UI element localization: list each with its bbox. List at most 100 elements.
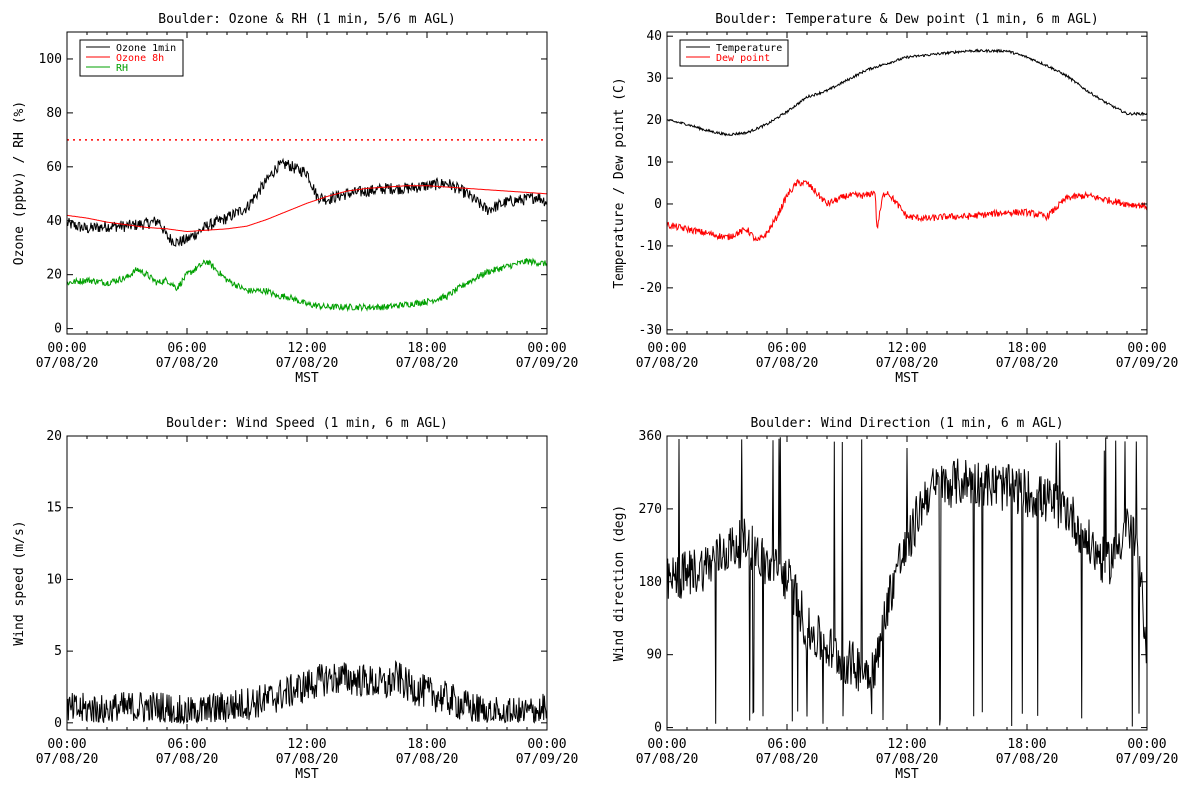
wdir-xtick-time: 18:00 — [1007, 737, 1046, 752]
wspd-xtick-time: 00:00 — [47, 737, 86, 752]
ozone-xlabel: MST — [295, 371, 319, 386]
temp-ytick-label: 0 — [654, 197, 662, 212]
wspd-xtick-date: 07/08/20 — [36, 752, 99, 767]
wdir-ytick-label: 180 — [639, 575, 662, 590]
temp-temperature-line — [667, 48, 1147, 137]
wspd-panel: Boulder: Wind Speed (1 min, 6 m AGL) 0 5 10… — [12, 416, 578, 782]
wspd-series-0-line — [67, 660, 547, 725]
wdir-ytick-label: 270 — [639, 502, 662, 517]
wdir-xtick-date: 07/08/20 — [996, 752, 1059, 767]
temp-xtick-time: 06:00 — [767, 341, 806, 356]
ozone-rh-line — [67, 257, 547, 313]
ozone-xtick-date: 07/08/20 — [276, 356, 339, 371]
ozone-xtick-date: 07/08/20 — [396, 356, 459, 371]
ozone-legend-label: RH — [116, 63, 128, 74]
ozone-xtick-time: 00:00 — [527, 341, 566, 356]
temp-ytick-label: 30 — [646, 71, 662, 86]
temp-xtick-date: 07/08/20 — [756, 356, 819, 371]
ozone-legend-label: Ozone 8h — [116, 53, 164, 64]
wdir-ytick-label: 0 — [654, 721, 662, 736]
wspd-ytick-label: 0 — [54, 716, 62, 731]
ozone-ytick-label: 20 — [46, 268, 62, 283]
temp-xlabel: MST — [895, 371, 919, 386]
ozone-ytick-label: 80 — [46, 106, 62, 121]
wdir-xtick-time: 00:00 — [647, 737, 686, 752]
temp-legend-label: Dew point — [716, 53, 770, 64]
wdir-xtick-date: 07/08/20 — [636, 752, 699, 767]
wdir-ytick-label: 90 — [646, 648, 662, 663]
temp-ytick-label: -20 — [639, 281, 662, 296]
wdir-series-0-line — [667, 437, 1147, 727]
ozone-ozone-1min-line — [67, 157, 547, 247]
wspd-xtick-date: 07/08/20 — [156, 752, 219, 767]
wdir-title: Boulder: Wind Direction (1 min, 6 m AGL) — [750, 416, 1063, 431]
wdir-xtick-time: 06:00 — [767, 737, 806, 752]
temp-ytick-label: -10 — [639, 239, 662, 254]
wspd-ytick-label: 20 — [46, 429, 62, 444]
wdir-xtick-time: 00:00 — [1127, 737, 1166, 752]
temp-title: Boulder: Temperature & Dew point (1 min,… — [715, 12, 1099, 27]
ozone-ytick-label: 100 — [39, 52, 62, 67]
temp-series-group — [667, 48, 1147, 242]
wspd-ytick-label: 10 — [46, 572, 62, 587]
temp-panel: Boulder: Temperature & Dew point (1 min,… — [612, 12, 1178, 386]
wspd-xtick-time: 06:00 — [167, 737, 206, 752]
wdir-series-group — [667, 437, 1147, 727]
wdir-ylabel: Wind direction (deg) — [612, 505, 627, 662]
ozone-xtick-date: 07/08/20 — [156, 356, 219, 371]
wspd-ytick-label: 15 — [46, 501, 62, 516]
temp-plot-frame — [666, 31, 1148, 335]
temp-ytick-label: 10 — [646, 155, 662, 170]
temp-legend-label: Temperature — [716, 43, 782, 54]
temp-xtick-date: 07/08/20 — [636, 356, 699, 371]
ozone-xtick-time: 00:00 — [47, 341, 86, 356]
ozone-xtick-time: 18:00 — [407, 341, 446, 356]
wdir-xtick-date: 07/09/20 — [1116, 752, 1179, 767]
wspd-title: Boulder: Wind Speed (1 min, 6 m AGL) — [166, 416, 448, 431]
ozone-xtick-date: 07/08/20 — [36, 356, 99, 371]
wspd-xtick-time: 18:00 — [407, 737, 446, 752]
ozone-panel: Boulder: Ozone & RH (1 min, 5/6 m AGL) 0 2… — [12, 12, 578, 386]
ozone-ytick-label: 0 — [54, 322, 62, 337]
temp-ylabel: Temperature / Dew point (C) — [612, 77, 627, 288]
temp-xtick-date: 07/08/20 — [876, 356, 939, 371]
wdir-xlabel: MST — [895, 767, 919, 782]
wspd-xtick-time: 12:00 — [287, 737, 326, 752]
wdir-ytick-label: 360 — [639, 429, 662, 444]
wspd-xlabel: MST — [295, 767, 319, 782]
temp-xtick-time: 00:00 — [647, 341, 686, 356]
ozone-xtick-time: 12:00 — [287, 341, 326, 356]
wdir-xtick-date: 07/08/20 — [756, 752, 819, 767]
wspd-xtick-date: 07/08/20 — [276, 752, 339, 767]
temp-ytick-label: 40 — [646, 29, 662, 44]
temp-xtick-time: 00:00 — [1127, 341, 1166, 356]
temp-xtick-date: 07/09/20 — [1116, 356, 1179, 371]
ozone-ylabel: Ozone (ppbv) / RH (%) — [12, 101, 27, 265]
ozone-legend — [79, 39, 184, 77]
ozone-plot-frame — [66, 31, 548, 335]
ozone-xtick-date: 07/09/20 — [516, 356, 579, 371]
wspd-series-group — [67, 660, 547, 725]
temp-xtick-date: 07/08/20 — [996, 356, 1059, 371]
wspd-ytick-label: 5 — [54, 644, 62, 659]
wspd-xtick-time: 00:00 — [527, 737, 566, 752]
wspd-ylabel: Wind speed (m/s) — [12, 520, 27, 645]
temp-legend — [679, 39, 789, 67]
ozone-ozone-8h-line — [67, 185, 547, 232]
temp-xtick-time: 12:00 — [887, 341, 926, 356]
wdir-xtick-date: 07/08/20 — [876, 752, 939, 767]
ozone-ytick-label: 60 — [46, 160, 62, 175]
temp-dew-point-line — [667, 178, 1147, 242]
wspd-xtick-date: 07/09/20 — [516, 752, 579, 767]
wdir-xtick-time: 12:00 — [887, 737, 926, 752]
ozone-ytick-label: 40 — [46, 214, 62, 229]
ozone-legend-label: Ozone 1min — [116, 43, 176, 54]
ozone-title: Boulder: Ozone & RH (1 min, 5/6 m AGL) — [158, 12, 455, 27]
wdir-panel: Boulder: Wind Direction (1 min, 6 m AGL)… — [612, 416, 1178, 782]
temp-ytick-label: 20 — [646, 113, 662, 128]
wspd-xtick-date: 07/08/20 — [396, 752, 459, 767]
temp-xtick-time: 18:00 — [1007, 341, 1046, 356]
temp-ytick-label: -30 — [639, 323, 662, 338]
ozone-series-group — [67, 139, 547, 313]
